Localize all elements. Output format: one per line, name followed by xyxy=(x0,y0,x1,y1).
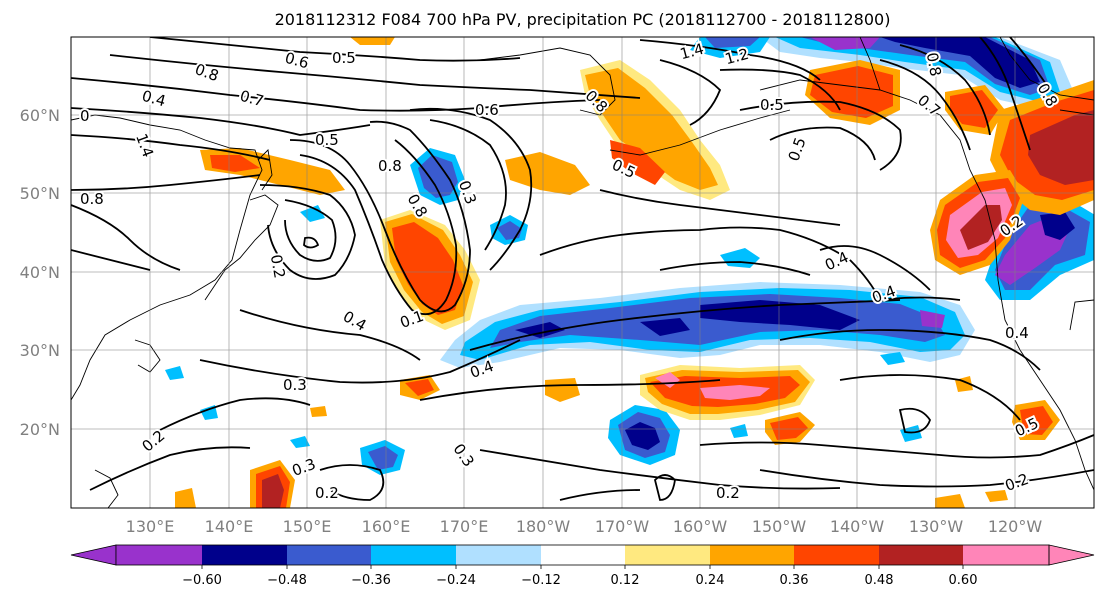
contour-label: 0.8 xyxy=(80,190,104,208)
longitude-labels: 130°E 140°E 150°E 160°E 170°E 180°W 170°… xyxy=(126,517,1043,536)
graticule xyxy=(71,37,1094,508)
colorbar-tick-label: 0.48 xyxy=(865,573,894,588)
colorbar-tick-label: −0.60 xyxy=(182,573,222,588)
colorbar-tick-label: −0.12 xyxy=(521,573,561,588)
lon-label: 140°W xyxy=(830,517,885,536)
map-title: 2018112312 F084 700 hPa PV, precipitatio… xyxy=(274,10,891,29)
contour-label: 0.5 xyxy=(760,96,784,114)
lon-label: 140°E xyxy=(205,517,254,536)
colorbar-extend-max xyxy=(1048,544,1095,566)
lat-label: 30°N xyxy=(20,341,60,360)
lon-label: 130°E xyxy=(126,517,175,536)
colorbar-tick-label: −0.24 xyxy=(436,573,476,588)
precipitation-fields xyxy=(165,37,1094,508)
lon-label: 130°W xyxy=(909,517,964,536)
lon-label: 160°W xyxy=(673,517,728,536)
negative-region-northeast xyxy=(690,37,1075,110)
colorbar-segment xyxy=(116,545,202,565)
lat-label: 60°N xyxy=(20,106,60,125)
map-frame xyxy=(70,36,1095,509)
lon-label: 150°W xyxy=(752,517,807,536)
lon-label: 170°E xyxy=(440,517,489,536)
contour-label: 0.8 xyxy=(378,157,402,175)
lon-label: 160°E xyxy=(362,517,411,536)
colorbar-tick-label: −0.36 xyxy=(351,573,391,588)
contour-label: 0.5 xyxy=(315,131,339,149)
positive-region-pacific-northwest xyxy=(930,80,1094,275)
colorbar-tick-label: 0.12 xyxy=(611,573,640,588)
lon-label: 120°W xyxy=(988,517,1043,536)
colorbar-segment xyxy=(625,545,710,565)
colorbar-segment xyxy=(541,545,625,565)
pv-contours xyxy=(71,37,1094,501)
colorbar-segment xyxy=(879,545,963,565)
colorbar-tick-label: 0.36 xyxy=(780,573,809,588)
colorbar-outline xyxy=(115,544,1050,566)
latitude-labels: 60°N 50°N 40°N 30°N 20°N xyxy=(20,106,60,439)
lat-label: 40°N xyxy=(20,263,60,282)
negative-region-south xyxy=(165,205,922,475)
contour-label: 0 xyxy=(80,107,90,125)
lon-label: 180°W xyxy=(516,517,571,536)
contour-label: 0.4 xyxy=(1005,324,1029,342)
colorbar-tick-label: 0.60 xyxy=(949,573,978,588)
colorbar-extend-min xyxy=(70,544,117,566)
contour-label: 0.2 xyxy=(315,484,339,502)
colorbar-segment xyxy=(287,545,371,565)
colorbar-segment xyxy=(963,545,1049,565)
colorbar-segment xyxy=(456,545,541,565)
contour-label: 0.5 xyxy=(332,49,356,67)
colorbar-segment xyxy=(371,545,456,565)
contour-label: 0.6 xyxy=(475,101,499,119)
colorbar-tick-label: −0.48 xyxy=(267,573,307,588)
colorbar-segment xyxy=(794,545,879,565)
colorbar: −0.60 −0.48 −0.36 −0.24 −0.12 0.12 0.24 … xyxy=(70,544,1095,588)
positive-region-gulf-alaska xyxy=(805,60,1005,135)
lat-label: 50°N xyxy=(20,184,60,203)
lat-label: 20°N xyxy=(20,420,60,439)
positive-band-subtropical xyxy=(175,365,1060,508)
colorbar-segment xyxy=(202,545,287,565)
positive-region-aleutian xyxy=(350,37,730,200)
contour-label: 0.2 xyxy=(716,484,740,502)
colorbar-tick-label: 0.24 xyxy=(696,573,725,588)
colorbar-segment xyxy=(710,545,794,565)
lon-label: 150°E xyxy=(283,517,332,536)
contour-label: 0.3 xyxy=(283,376,307,394)
lon-label: 170°W xyxy=(595,517,650,536)
